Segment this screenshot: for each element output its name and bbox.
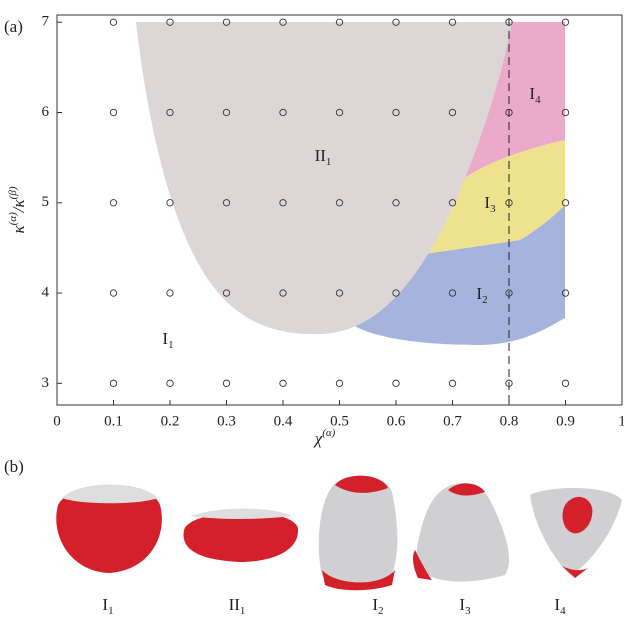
- region-label-sub: 1: [326, 156, 332, 168]
- x-tick-label: 0.3: [217, 413, 236, 429]
- x-tick-label: 0.8: [500, 413, 519, 429]
- x-tick-label: 0.2: [161, 413, 180, 429]
- y-axis-label-part: (α): [7, 212, 19, 225]
- region-label: I1: [162, 329, 173, 351]
- point: [167, 200, 173, 206]
- x-tick-label: 0: [53, 413, 61, 429]
- y-tick-label: 4: [42, 284, 50, 300]
- point: [562, 380, 568, 386]
- shape-label-sub: 4: [560, 605, 566, 617]
- shape-ii1: [183, 512, 298, 562]
- shape-label-base: II: [229, 595, 241, 614]
- y-tick-label: 7: [42, 14, 50, 30]
- region-label-sub: 4: [535, 94, 541, 106]
- point: [110, 19, 116, 25]
- x-tick-label: 0.4: [274, 413, 293, 429]
- region-label-sub: 1: [168, 339, 174, 351]
- figure: (b) 00.10.20.30.40.50.60.70.80.9134567II…: [0, 0, 624, 620]
- x-axis-label-sup: (α): [322, 427, 335, 439]
- region-label-base: II: [315, 146, 327, 165]
- point: [110, 380, 116, 386]
- panel-label: (a): [4, 17, 23, 36]
- shape-label-sub: 3: [465, 605, 471, 617]
- x-tick-label: 0.1: [104, 413, 123, 429]
- y-tick-label: 5: [42, 194, 50, 210]
- shape-label-sub: 1: [240, 605, 246, 617]
- x-tick-label: 1: [618, 413, 624, 429]
- region-label-sub: 2: [482, 294, 488, 306]
- point: [167, 380, 173, 386]
- x-tick-label: 0.6: [387, 413, 406, 429]
- shape-label-sub: 1: [108, 605, 114, 617]
- shape-label-sub: 2: [378, 605, 384, 617]
- point: [223, 380, 229, 386]
- panel-b: (b): [4, 457, 622, 590]
- point: [449, 380, 455, 386]
- x-axis-label: χ(α): [313, 427, 336, 448]
- point: [110, 109, 116, 115]
- shape-i2: [319, 476, 398, 588]
- shape-label: I1: [102, 595, 113, 617]
- shape-label: I2: [372, 595, 383, 617]
- point: [280, 380, 286, 386]
- point: [336, 380, 342, 386]
- panel-label: (b): [4, 457, 24, 476]
- point: [110, 200, 116, 206]
- y-tick-label: 3: [42, 375, 50, 391]
- shape-label: I4: [554, 595, 566, 617]
- point: [110, 290, 116, 296]
- y-tick-label: 6: [42, 104, 50, 120]
- y-axis-label: κ(α)/κ(β): [7, 186, 28, 233]
- point: [393, 380, 399, 386]
- region-label-sub: 3: [490, 203, 496, 215]
- shape-ii1-cap: [190, 509, 292, 520]
- shape-label: II1: [229, 595, 246, 617]
- shape-i3: [415, 483, 509, 582]
- y-axis-label-part: (β): [7, 186, 19, 199]
- shape-i1-cap: [62, 485, 158, 504]
- x-tick-label: 0.9: [556, 413, 575, 429]
- x-tick-label: 0.7: [443, 413, 462, 429]
- point: [167, 290, 173, 296]
- shape-label: I3: [459, 595, 471, 617]
